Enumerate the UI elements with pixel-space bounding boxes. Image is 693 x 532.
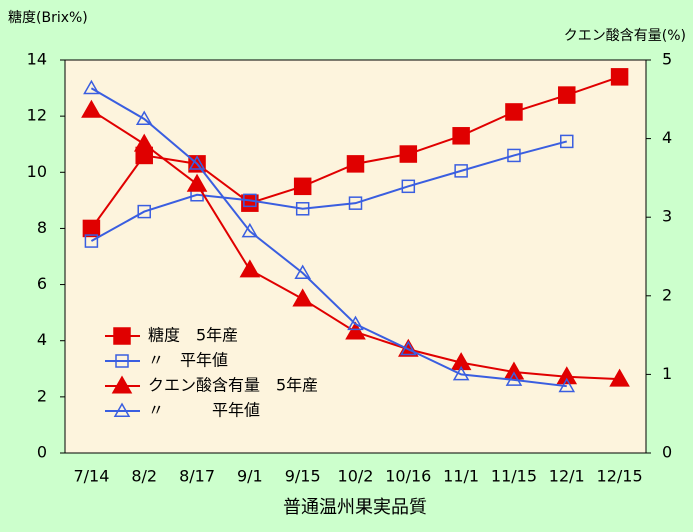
legend-label: 糖度 5年産 xyxy=(148,326,238,345)
x-tick-label: 11/1 xyxy=(443,467,479,486)
marker xyxy=(243,193,257,208)
y-tick-label: 2 xyxy=(37,386,47,405)
x-tick-label: 9/15 xyxy=(285,467,321,486)
marker xyxy=(400,340,417,356)
marker xyxy=(295,202,310,216)
y2-tick-label: 4 xyxy=(662,128,672,147)
marker xyxy=(507,148,521,163)
marker xyxy=(133,133,155,152)
y2-tick-label: 3 xyxy=(662,207,672,226)
y2-axis-title: クエン酸含有量(%) xyxy=(564,28,686,44)
marker xyxy=(347,315,364,331)
marker xyxy=(186,173,208,192)
x-tick-label: 10/2 xyxy=(338,467,374,486)
legend-marker xyxy=(115,354,129,368)
marker xyxy=(556,366,578,385)
y-tick-label: 6 xyxy=(37,274,47,293)
legend-marker xyxy=(113,327,131,345)
y2-tick-label: 0 xyxy=(662,443,672,462)
legend-label: 〃 平年値 xyxy=(148,401,260,420)
marker xyxy=(239,259,261,278)
x-tick-label: 12/15 xyxy=(597,467,643,486)
marker xyxy=(188,155,206,170)
series-line xyxy=(90,87,567,388)
y2-tick-label: 5 xyxy=(662,50,672,69)
marker xyxy=(560,134,574,149)
x-tick-label: 8/17 xyxy=(179,467,215,486)
x-axis-title: 普通温州果実品質 xyxy=(283,497,427,518)
marker xyxy=(83,79,100,95)
marker xyxy=(454,164,468,178)
legend-label: クエン酸含有量 5年産 xyxy=(148,376,318,395)
marker xyxy=(503,361,525,380)
marker xyxy=(293,177,312,196)
y-tick-label: 0 xyxy=(37,443,47,462)
y-axis-title: 糖度(Brix%) xyxy=(8,10,88,26)
legend-marker xyxy=(113,402,131,417)
marker xyxy=(292,288,313,307)
x-tick-label: 7/14 xyxy=(73,467,109,486)
marker xyxy=(345,321,366,340)
marker xyxy=(610,68,629,86)
marker xyxy=(399,145,418,163)
marker xyxy=(609,368,630,387)
marker xyxy=(346,155,365,173)
marker xyxy=(450,352,472,371)
y-tick-label: 12 xyxy=(27,106,47,125)
marker xyxy=(401,179,416,194)
x-tick-label: 11/15 xyxy=(491,467,537,486)
marker xyxy=(135,110,153,125)
marker xyxy=(452,127,470,145)
marker xyxy=(558,86,576,104)
marker xyxy=(241,222,259,238)
series-line xyxy=(90,140,568,242)
marker xyxy=(294,264,311,280)
x-tick-label: 8/2 xyxy=(131,467,157,486)
legend-marker xyxy=(111,375,133,394)
plot-area xyxy=(64,59,647,454)
y-tick-label: 8 xyxy=(37,218,47,237)
y-tick-label: 4 xyxy=(37,330,47,349)
marker xyxy=(82,219,101,238)
y-tick-label: 14 xyxy=(27,50,47,69)
legend-label: 〃 平年値 xyxy=(148,351,228,370)
marker xyxy=(558,377,576,393)
x-tick-label: 9/1 xyxy=(237,467,263,486)
marker xyxy=(137,204,151,219)
x-tick-label: 10/16 xyxy=(385,467,431,486)
marker xyxy=(452,365,470,381)
x-tick-label: 12/1 xyxy=(549,467,585,486)
marker xyxy=(81,99,102,118)
marker xyxy=(505,103,523,121)
marker xyxy=(348,196,363,210)
marker xyxy=(84,234,99,248)
y2-tick-label: 1 xyxy=(662,364,672,383)
y2-tick-label: 2 xyxy=(662,285,672,304)
marker xyxy=(505,371,523,386)
y-tick-label: 10 xyxy=(27,162,47,181)
